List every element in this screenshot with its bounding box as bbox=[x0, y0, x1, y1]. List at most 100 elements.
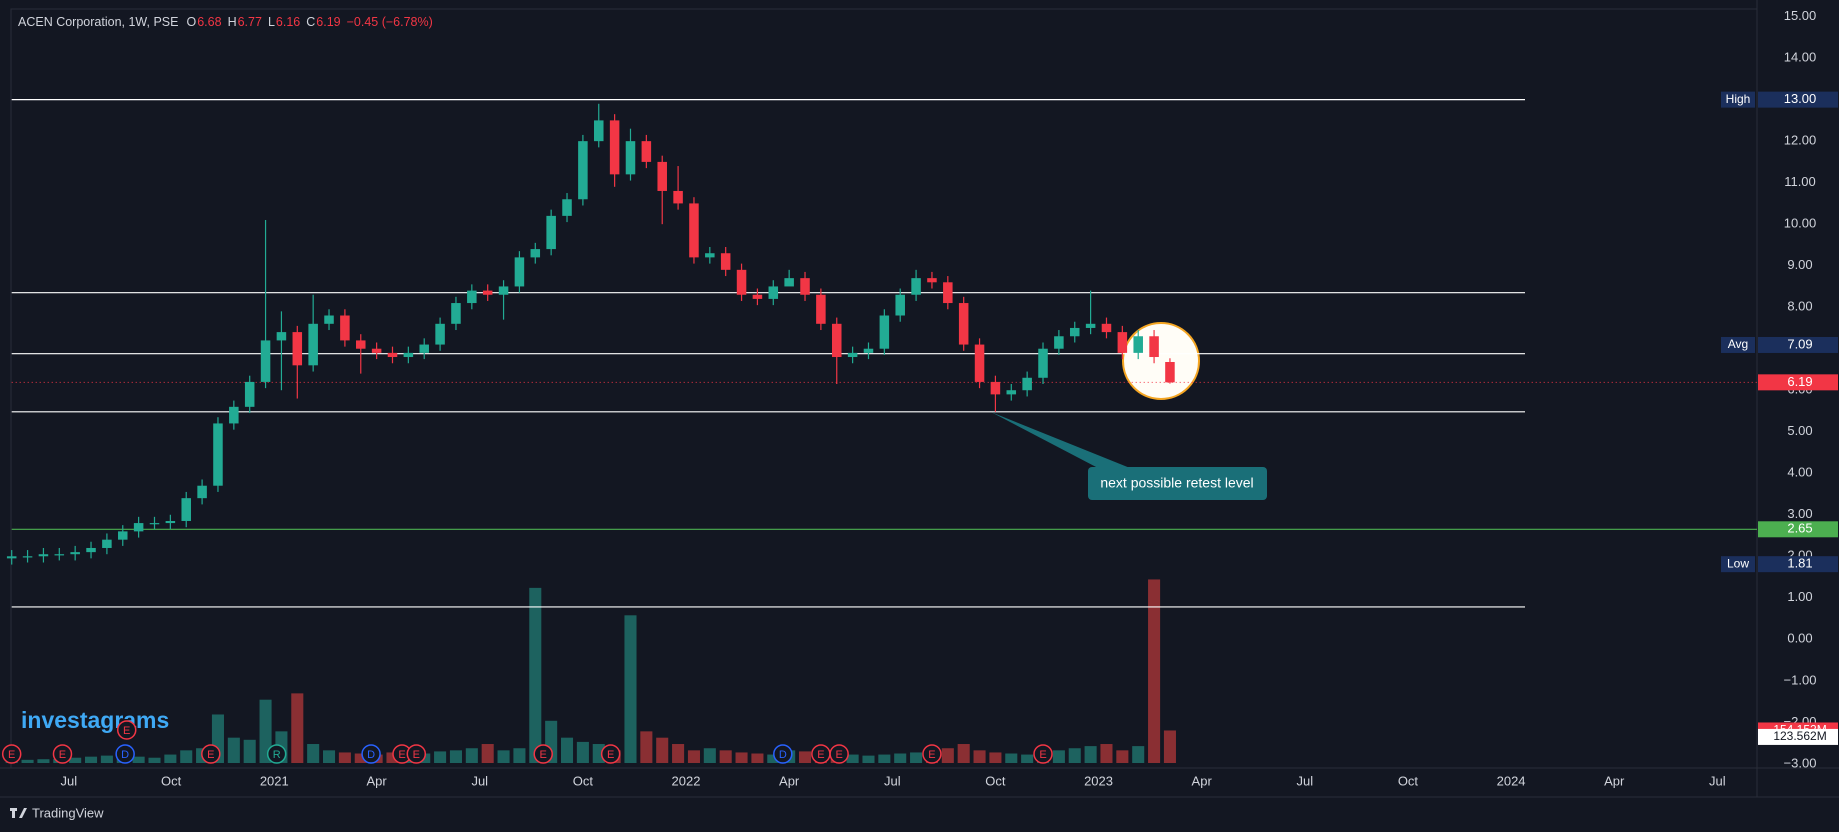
volume-bar bbox=[672, 744, 685, 763]
volume-bar bbox=[735, 752, 748, 763]
volume-tag bbox=[1758, 728, 1838, 745]
volume-tag-label: 123.562M bbox=[1773, 729, 1826, 743]
volume-bar bbox=[497, 750, 510, 763]
volume-bar bbox=[894, 753, 907, 763]
event-marker bbox=[116, 720, 137, 740]
volume-bar bbox=[243, 739, 256, 763]
y-tick-label: 1.00 bbox=[1787, 589, 1812, 604]
x-tick-label: 2021 bbox=[260, 773, 289, 788]
volume-bar bbox=[624, 615, 637, 763]
volume-bar bbox=[973, 750, 986, 763]
candle-body bbox=[451, 303, 461, 324]
volume-bar bbox=[687, 750, 700, 763]
volume-bar bbox=[338, 752, 351, 763]
volume-bar bbox=[1163, 730, 1176, 763]
ohlc-value: 6.19 bbox=[316, 15, 341, 29]
ohlc-value: 6.16 bbox=[275, 15, 301, 29]
candle-body bbox=[831, 323, 842, 358]
event-label: E bbox=[8, 749, 15, 761]
logo-part bbox=[19, 808, 27, 818]
change: −0.45 (−6.78%) bbox=[346, 15, 433, 29]
y-tick-label: 5.00 bbox=[1787, 423, 1812, 438]
event-marker bbox=[115, 744, 135, 764]
candle-body bbox=[863, 348, 874, 353]
event-marker bbox=[52, 744, 73, 764]
candle-body bbox=[816, 294, 826, 324]
price-tag-name: Low bbox=[1727, 556, 1749, 570]
event-label: D bbox=[367, 749, 375, 761]
price-tag-value: 1.81 bbox=[1787, 556, 1812, 571]
candle-body bbox=[1149, 336, 1159, 358]
event-label: E bbox=[123, 725, 130, 737]
x-tick-label: Jul bbox=[471, 773, 488, 788]
x-tick-label: Apr bbox=[367, 773, 388, 788]
volume-bar bbox=[227, 737, 240, 763]
candle-body bbox=[340, 315, 350, 341]
candle-body bbox=[6, 556, 17, 559]
y-tick-label: −3.00 bbox=[1784, 755, 1817, 770]
level-tag-label: 2.65 bbox=[1787, 521, 1812, 536]
event-label: E bbox=[413, 749, 420, 761]
volume-bar bbox=[449, 750, 462, 763]
event-marker bbox=[361, 744, 381, 764]
y-tick-label: 11.00 bbox=[1784, 174, 1816, 189]
candle-body bbox=[752, 294, 763, 299]
candle-body bbox=[1085, 323, 1096, 328]
candle-body bbox=[181, 498, 191, 521]
volume-bar bbox=[259, 699, 272, 763]
candle-body bbox=[70, 552, 80, 555]
candle-body bbox=[736, 269, 747, 295]
candle-body bbox=[1101, 323, 1112, 333]
branding: TradingView bbox=[32, 805, 104, 820]
candle-body bbox=[276, 332, 287, 341]
candle-body bbox=[673, 190, 683, 204]
volume-bar bbox=[1005, 753, 1018, 763]
candle-body bbox=[927, 278, 937, 283]
volume-bar bbox=[941, 748, 954, 763]
candle-body bbox=[38, 554, 49, 557]
candle-body bbox=[974, 344, 985, 382]
event-label: E bbox=[817, 749, 824, 761]
price-tag-name: High bbox=[1726, 92, 1751, 106]
candle-body bbox=[229, 406, 239, 424]
logo-part bbox=[12, 808, 15, 818]
candle-body bbox=[149, 523, 160, 525]
price-tag-name-box bbox=[1721, 556, 1755, 573]
candle-body bbox=[784, 278, 794, 287]
y-tick-label: 15.00 bbox=[1784, 8, 1817, 23]
x-tick-label: Oct bbox=[1398, 773, 1419, 788]
y-tick-label: 14.00 bbox=[1784, 50, 1817, 65]
candle-body bbox=[514, 257, 525, 287]
candle-body bbox=[943, 282, 953, 304]
highlight-circle bbox=[1122, 322, 1200, 400]
ohlc-key: C bbox=[306, 15, 316, 29]
price-tag-name-box bbox=[1721, 336, 1755, 353]
event-label: D bbox=[121, 749, 129, 761]
ohlc-key: H bbox=[227, 15, 237, 29]
volume-bar bbox=[85, 756, 98, 763]
candle-body bbox=[1006, 390, 1017, 395]
volume-bar bbox=[989, 752, 1002, 763]
y-tick-label: 9.00 bbox=[1787, 257, 1812, 272]
candle-body bbox=[1054, 336, 1064, 349]
volume-bar bbox=[434, 751, 447, 763]
candle-body bbox=[562, 199, 572, 216]
x-tick-label: Jul bbox=[884, 773, 901, 788]
candle-body bbox=[530, 249, 541, 258]
volume-bar bbox=[846, 754, 859, 763]
volume-bar bbox=[21, 759, 34, 763]
x-tick-label: 2024 bbox=[1497, 773, 1526, 788]
candle-body bbox=[165, 520, 176, 524]
x-tick-label: Oct bbox=[573, 773, 594, 788]
event-marker bbox=[533, 744, 553, 764]
volume-bar bbox=[878, 754, 891, 763]
x-tick-label: Oct bbox=[985, 773, 1006, 788]
volume-bar bbox=[307, 744, 320, 763]
candle-body bbox=[1069, 327, 1080, 337]
y-tick-label: −1.00 bbox=[1784, 672, 1817, 687]
candle-body bbox=[768, 286, 779, 299]
candle-body bbox=[593, 120, 604, 142]
candle-body bbox=[1165, 361, 1175, 383]
x-tick-label: Jul bbox=[1709, 773, 1726, 788]
candle-body bbox=[847, 352, 858, 358]
